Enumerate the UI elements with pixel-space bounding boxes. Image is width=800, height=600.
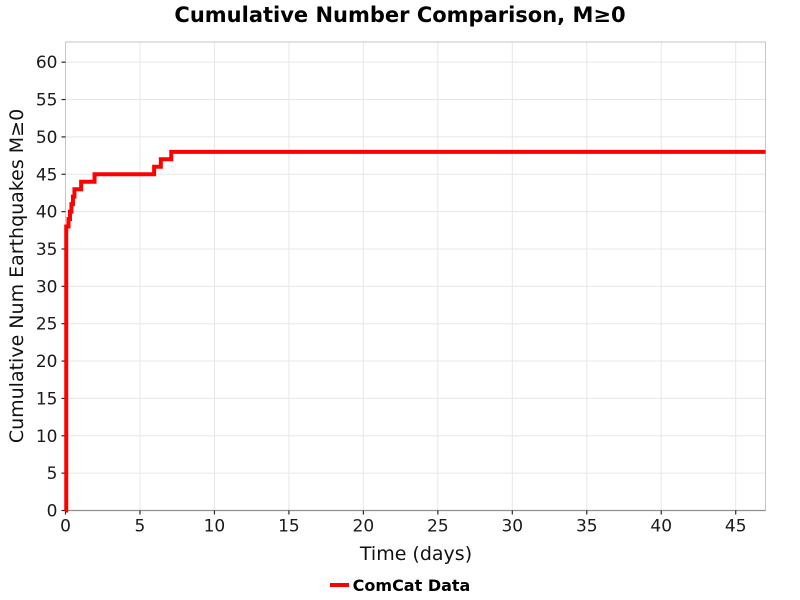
x-tick-label: 30 [501,517,523,537]
y-tick-label: 40 [36,203,58,223]
data-line-comcat-data [64,149,766,513]
y-tick-label: 10 [36,427,58,447]
y-axis-label: Cumulative Num Earthquakes M≥0 [6,108,28,444]
chart-title: Cumulative Number Comparison, M≥0 [174,3,626,27]
y-tick-label: 55 [36,91,58,111]
y-tick-label: 50 [36,128,58,148]
y-tick-label: 20 [36,352,58,372]
y-tick-label: 15 [36,389,58,409]
legend-label: ComCat Data [352,575,471,595]
y-tick-label: 0 [47,502,58,522]
x-tick-label: 45 [725,517,747,537]
x-tick-label: 40 [650,517,672,537]
x-tick-label: 20 [353,517,375,537]
x-axis-label: Time (days) [359,543,473,565]
plot-border [65,41,766,511]
x-tick-label: 5 [135,517,146,537]
x-tick-label: 0 [60,517,71,537]
y-tick-label: 45 [36,165,58,185]
y-tick-label: 30 [36,277,58,297]
legend: ComCat Data [0,575,800,595]
y-tick-label: 25 [36,315,58,335]
legend-line-marker [329,583,349,587]
x-tick-label: 15 [278,517,300,537]
x-tick-label: 10 [204,517,226,537]
y-tick-label: 35 [36,240,58,260]
y-tick-label: 60 [36,53,58,73]
y-tick-label: 5 [47,464,58,484]
x-tick-label: 35 [576,517,598,537]
x-tick-label: 25 [427,517,449,537]
